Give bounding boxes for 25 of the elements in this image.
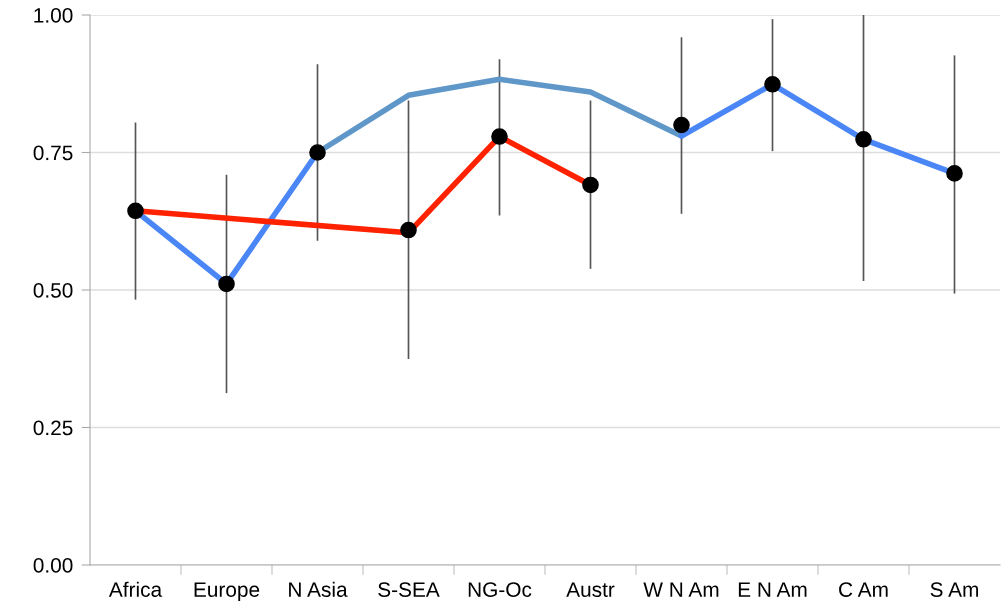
x-tick-label: N Asia [289,581,348,597]
point [309,144,326,161]
y-tick-label: 0.25 [33,420,73,436]
x-tick-label: W N Am [643,582,719,597]
point [491,128,508,145]
x-tick-label: S Am [930,582,979,597]
y-tick-label: 0.50 [33,283,73,298]
x-tick-label: Africa [108,581,163,597]
y-tick-label: 0.75 [33,145,73,161]
x-tick-label: S-SEA [378,582,440,597]
y-tick-label: 0.00 [33,558,73,573]
point [127,202,144,220]
point [673,116,690,134]
point [855,130,872,148]
point [764,75,781,93]
x-tick-label: E N Am [738,582,807,597]
x-tick-label: Europe [194,582,260,602]
y-tick-label: 1.00 [34,8,73,23]
x-tick-label: Austr [566,582,615,597]
point [400,221,417,239]
point [218,275,235,293]
point [582,176,599,194]
x-tick-label: C Am [839,582,888,597]
point [946,165,963,182]
x-tick-label: NG-Oc [468,582,532,597]
